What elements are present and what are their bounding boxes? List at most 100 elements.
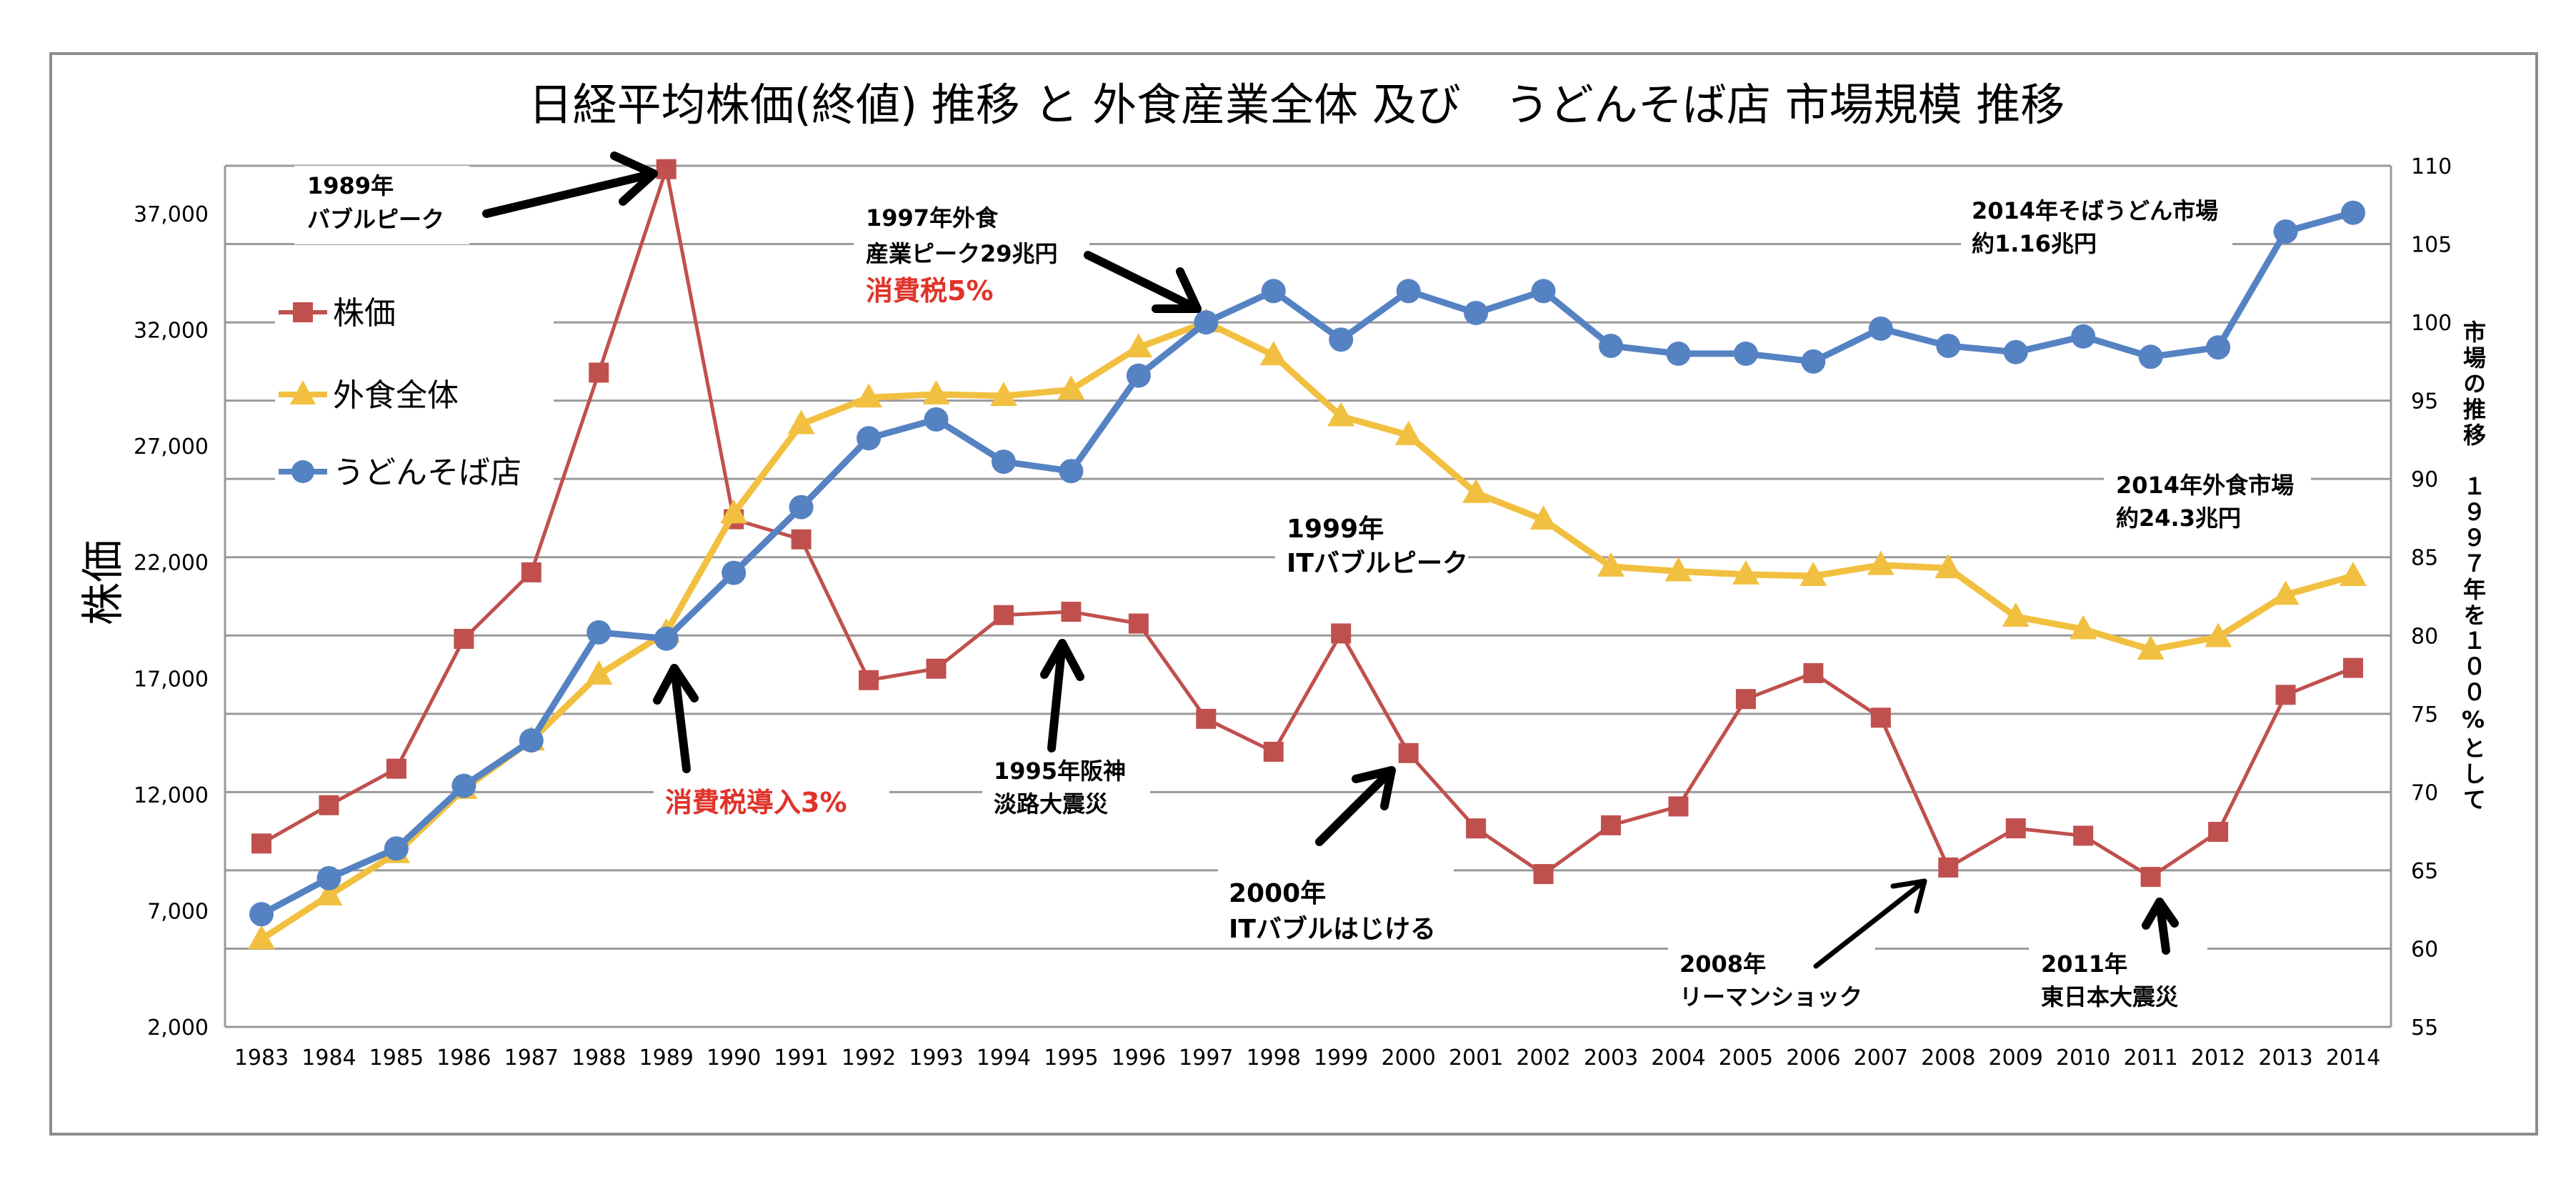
annotation-1989-line2: バブルピーク	[307, 206, 444, 233]
data-point	[991, 450, 1016, 475]
annotation-gaishoku-2014-line2: 約24.3兆円	[2116, 505, 2241, 532]
data-point	[1331, 623, 1352, 644]
x-tick-label: 2003	[1584, 1045, 1638, 1071]
data-point	[789, 495, 814, 520]
data-point	[1124, 333, 1152, 358]
series	[248, 159, 2367, 950]
data-point	[316, 865, 341, 890]
data-point	[1938, 857, 1959, 878]
arrow-2008-icon	[1813, 878, 1927, 969]
x-tick-label: 2006	[1786, 1045, 1840, 1071]
x-tick-label: 2010	[2056, 1045, 2110, 1071]
annotation-bg	[854, 200, 1089, 307]
data-point	[859, 670, 879, 690]
x-axis-ticks: 1983 1984 1985 1986 1987 1988 1989 1990 1991 1992…	[234, 1045, 2380, 1071]
data-point	[1466, 818, 1487, 839]
data-point	[1733, 341, 1758, 366]
annotation-quake-1995-line1: 1995年阪神	[994, 758, 1126, 785]
series-udon-soba	[249, 200, 2365, 927]
data-point	[1196, 708, 1217, 729]
annotation-it-1999-line2: ITバブルピーク	[1287, 548, 1468, 578]
annotation-bg	[654, 779, 889, 822]
legend-label: 外食全体	[333, 377, 459, 414]
x-tick-label: 1990	[707, 1045, 761, 1071]
legend-bg	[275, 282, 554, 497]
data-point	[2272, 580, 2300, 605]
legend-item-stock: 株価	[279, 295, 396, 332]
annotation-soba-2014-line1: 2014年そばうどん市場	[1972, 197, 2218, 224]
right-tick-label: 100	[2411, 311, 2452, 336]
annotation-soba-2014-line2: 約1.16兆円	[1972, 230, 2097, 257]
annotation-lehman-line2: リーマンショック	[1679, 983, 1862, 1010]
x-tick-label: 1987	[504, 1045, 559, 1071]
data-point	[315, 880, 343, 905]
data-point	[1057, 375, 1085, 400]
annotation-quake-2011-line2: 東日本大震災	[2041, 983, 2179, 1010]
data-point	[519, 728, 544, 753]
data-point	[989, 382, 1017, 407]
data-point	[1261, 279, 1286, 304]
data-point	[1799, 562, 1827, 587]
data-point	[1398, 742, 1419, 763]
data-point	[2343, 657, 2363, 678]
data-point	[2140, 867, 2161, 888]
data-point	[1194, 310, 1219, 335]
data-point	[922, 379, 950, 404]
x-tick-label: 2002	[1516, 1045, 1570, 1071]
x-tick-label: 1999	[1314, 1045, 1368, 1071]
series-line	[259, 319, 2355, 943]
left-tick-label: 17,000	[134, 667, 209, 692]
x-tick-label: 2012	[2191, 1045, 2245, 1071]
data-point	[2002, 602, 2030, 627]
annotation-bg	[1668, 943, 1875, 1015]
x-tick-label: 1998	[1247, 1045, 1301, 1071]
data-point	[1666, 341, 1691, 366]
data-point	[1464, 300, 1489, 325]
right-tick-label: 55	[2411, 1015, 2438, 1040]
data-point	[251, 833, 271, 854]
data-point	[1599, 333, 1624, 358]
x-tick-label: 1986	[436, 1045, 491, 1071]
arrow-1989-icon	[482, 152, 658, 218]
annotation-bg	[1218, 868, 1454, 947]
x-tick-label: 1994	[977, 1045, 1031, 1071]
right-tick-label: 60	[2411, 937, 2438, 962]
x-tick-label: 2007	[1854, 1045, 1908, 1071]
data-point	[585, 660, 613, 685]
data-point	[454, 628, 474, 649]
circle-marker-icon	[291, 460, 314, 483]
x-tick-label: 1991	[774, 1045, 828, 1071]
data-point	[1126, 363, 1151, 388]
annotation-it-2000-line1: 2000年	[1229, 879, 1326, 908]
data-point	[2275, 685, 2296, 705]
data-point	[2137, 635, 2165, 660]
x-tick-label: 1993	[909, 1045, 963, 1071]
left-tick-label: 32,000	[134, 319, 209, 344]
data-point	[2273, 219, 2298, 244]
x-tick-label: 1983	[234, 1045, 289, 1071]
data-point	[2138, 344, 2163, 369]
data-point	[857, 426, 882, 451]
right-tick-label: 95	[2411, 389, 2438, 414]
x-tick-label: 1996	[1112, 1045, 1166, 1071]
arrow-2000-icon	[1315, 766, 1396, 846]
annotation-bg	[1275, 507, 1468, 579]
annotation-quake-2011-line1: 2011年	[2041, 950, 2127, 978]
data-point	[1935, 554, 1962, 579]
data-point	[1128, 613, 1149, 634]
left-tick-label: 27,000	[134, 434, 209, 460]
annotation-1989-line1: 1989年	[307, 172, 394, 199]
data-point	[1462, 478, 1490, 503]
data-point	[1327, 402, 1355, 427]
triangle-marker-icon	[290, 380, 316, 404]
legend-label: うどんそば店	[333, 455, 521, 491]
annotation-lehman-line1: 2008年	[1679, 950, 1766, 978]
left-tick-label: 22,000	[134, 551, 209, 576]
left-axis-label: 株価	[79, 540, 129, 625]
data-point	[855, 383, 883, 408]
data-point	[2208, 822, 2229, 843]
left-tick-label: 7,000	[147, 899, 209, 924]
data-point	[924, 407, 949, 432]
data-point	[2005, 818, 2026, 839]
data-point	[2070, 615, 2097, 640]
